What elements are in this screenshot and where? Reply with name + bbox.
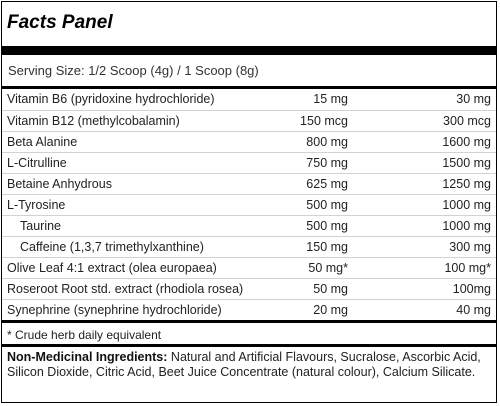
- half-scoop-amount: 50 mg*: [242, 257, 348, 279]
- full-scoop-amount: 30 mg: [348, 89, 496, 111]
- table-row: Betaine Anhydrous 625 mg 1250 mg: [2, 173, 496, 195]
- full-scoop-amount: 40 mg: [456, 302, 491, 317]
- divider: [2, 86, 496, 89]
- table-row: Taurine 500 mg 1000 mg: [2, 215, 496, 237]
- table-row: Olive Leaf 4:1 extract (olea europaea) 50…: [2, 257, 496, 279]
- ingredient-name: Betaine Anhydrous: [2, 173, 242, 195]
- non-medicinal-ingredients: Non-Medicinal Ingredients: Natural and A…: [2, 347, 496, 380]
- half-scoop-amount: 625 mg: [242, 173, 348, 195]
- ingredient-name: Synephrine (synephrine hydrochloride): [7, 302, 222, 317]
- ingredient-name: Caffeine (1,3,7 trimethylxanthine): [2, 236, 242, 258]
- ingredient-name: Roseroot Root std. extract (rhodiola ros…: [2, 278, 243, 300]
- full-scoop-amount: 1600 mg: [348, 131, 496, 153]
- ingredients-table: Vitamin B6 (pyridoxine hydrochloride) 15 …: [2, 89, 496, 320]
- ingredients-label: Non-Medicinal Ingredients:: [7, 350, 168, 364]
- half-scoop-amount: 500 mg: [242, 194, 348, 216]
- half-scoop-amount: 150 mg: [242, 236, 348, 258]
- ingredient-name: Beta Alanine: [2, 131, 242, 153]
- ingredient-name: L-Citrulline: [2, 152, 242, 174]
- half-scoop-amount: 20 mg: [313, 302, 348, 317]
- ingredients-text: Natural and Artificial Flavours, Sucralo…: [7, 350, 481, 379]
- half-scoop-amount: 800 mg: [242, 131, 348, 153]
- half-scoop-amount: 750 mg: [242, 152, 348, 174]
- full-scoop-amount: 300 mg: [348, 236, 496, 258]
- ingredient-name: Taurine: [2, 215, 242, 237]
- table-row: Beta Alanine 800 mg 1600 mg: [2, 131, 496, 153]
- ingredient-name: Vitamin B12 (methylcobalamin): [2, 110, 242, 132]
- table-row: Synephrine (synephrine hydrochloride) 20 …: [2, 299, 496, 320]
- table-row: L-Tyrosine 500 mg 1000 mg: [2, 194, 496, 216]
- full-scoop-amount: 1250 mg: [348, 173, 496, 195]
- table-row: Roseroot Root std. extract (rhodiola ros…: [2, 278, 496, 300]
- half-scoop-amount: 50 mg: [242, 278, 348, 300]
- ingredient-name: Vitamin B6 (pyridoxine hydrochloride): [2, 89, 242, 111]
- full-scoop-amount: 300 mcg: [348, 110, 496, 132]
- table-row: Vitamin B6 (pyridoxine hydrochloride) 15 …: [2, 89, 496, 111]
- thick-divider: [2, 46, 496, 55]
- full-scoop-amount: 1000 mg: [348, 215, 496, 237]
- half-scoop-amount: 150 mcg: [242, 110, 348, 132]
- half-scoop-amount: 15 mg: [242, 89, 348, 111]
- table-row: Caffeine (1,3,7 trimethylxanthine) 150 mg…: [2, 236, 496, 258]
- footnote: * Crude herb daily equivalent: [2, 323, 496, 347]
- ingredient-name: Olive Leaf 4:1 extract (olea europaea): [2, 257, 242, 279]
- table-row: Vitamin B12 (methylcobalamin) 150 mcg 300 …: [2, 110, 496, 132]
- divider: [2, 320, 496, 323]
- serving-size: Serving Size: 1/2 Scoop (4g) / 1 Scoop (…: [8, 63, 259, 78]
- full-scoop-amount: 1000 mg: [348, 194, 496, 216]
- ingredient-name: L-Tyrosine: [2, 194, 242, 216]
- full-scoop-amount: 100mg: [348, 278, 496, 300]
- half-scoop-amount: 500 mg: [242, 215, 348, 237]
- full-scoop-amount: 100 mg*: [348, 257, 496, 279]
- full-scoop-amount: 1500 mg: [348, 152, 496, 174]
- table-row: L-Citrulline 750 mg 1500 mg: [2, 152, 496, 174]
- panel-title: Facts Panel: [7, 12, 113, 33]
